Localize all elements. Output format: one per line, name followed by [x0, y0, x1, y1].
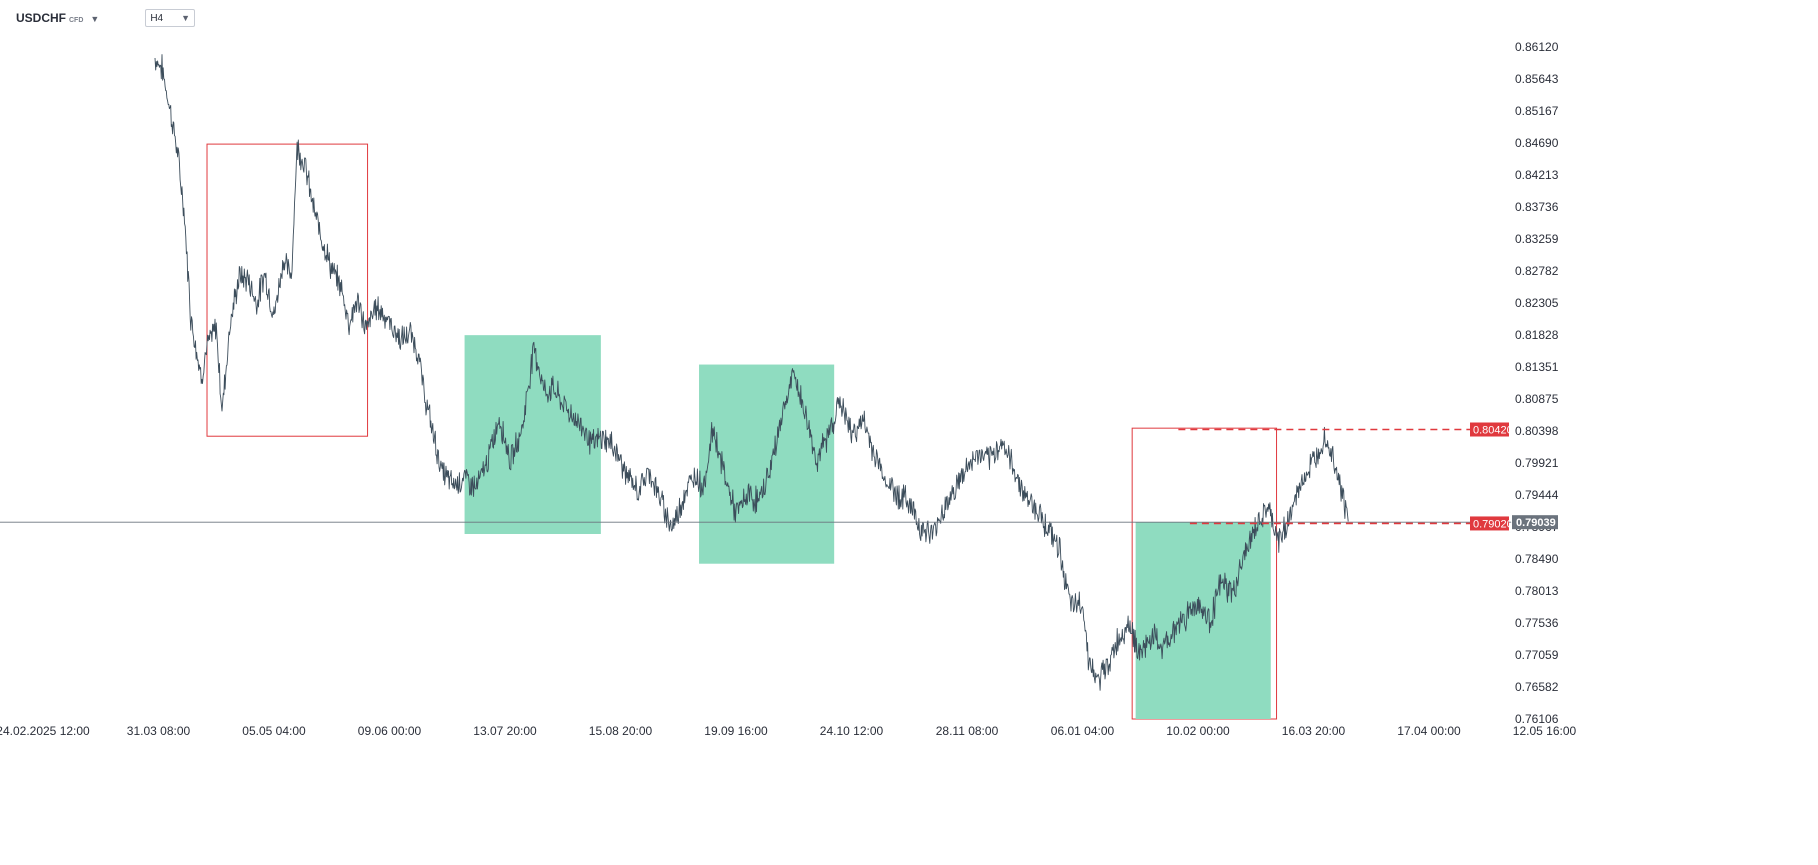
x-tick-label: 16.03 20:00 — [1282, 724, 1346, 738]
y-tick-label: 0.81351 — [1515, 360, 1559, 374]
current-price-label: 0.79039 — [1516, 517, 1556, 529]
range-zone — [464, 335, 601, 534]
x-tick-label: 24.02.2025 12:00 — [0, 724, 90, 738]
current-price-badge — [1512, 515, 1558, 530]
x-tick-label: 06.01 04:00 — [1051, 724, 1115, 738]
y-tick-label: 0.86120 — [1515, 40, 1559, 54]
y-tick-label: 0.78013 — [1515, 584, 1559, 598]
y-tick-label: 0.79921 — [1515, 456, 1559, 470]
symbol-type-badge: CFD — [69, 17, 84, 24]
level-badge — [1470, 422, 1509, 437]
x-tick-label: 28.11 08:00 — [936, 724, 999, 738]
y-tick-label: 0.85643 — [1515, 72, 1559, 86]
y-axis[interactable]: 0.86120 0.85643 0.85167 0.84690 0.84213 0.837… — [1515, 40, 1559, 726]
y-tick-label: 0.80875 — [1515, 392, 1559, 406]
y-tick-label: 0.82305 — [1515, 296, 1559, 310]
y-tick-label: 0.83736 — [1515, 200, 1559, 214]
y-tick-label: 0.83259 — [1515, 232, 1559, 246]
badges-layer: 0.80420 0.79020 0.79039 — [1470, 422, 1558, 531]
price-series-line — [154, 54, 1349, 691]
series-layer — [154, 54, 1349, 691]
x-tick-label: 13.07 20:00 — [473, 724, 537, 738]
range-zone — [699, 364, 835, 564]
zones-layer — [206, 143, 1278, 720]
y-tick-label: 0.77059 — [1515, 648, 1559, 662]
y-tick-label: 0.84213 — [1515, 168, 1559, 182]
x-tick-label: 05.05 04:00 — [242, 724, 306, 738]
x-tick-label: 12.05 16:00 — [1513, 724, 1577, 738]
x-tick-label: 19.09 16:00 — [704, 724, 768, 738]
x-tick-label: 15.08 20:00 — [589, 724, 653, 738]
y-tick-label: 0.81828 — [1515, 328, 1559, 342]
y-tick-label: 0.77536 — [1515, 616, 1559, 630]
chevron-down-icon: ▼ — [90, 14, 100, 24]
y-tick-label: 0.80398 — [1515, 424, 1559, 438]
y-tick-label: 0.76106 — [1515, 712, 1559, 726]
chart-toolbar: USDCHF CFD ▼ H4 ▼ — [12, 8, 196, 28]
x-tick-label: 17.04 00:00 — [1397, 724, 1461, 738]
symbol-selector[interactable]: USDCHF CFD ▼ — [12, 9, 103, 27]
y-tick-label: 0.84690 — [1515, 136, 1559, 150]
y-tick-label: 0.78490 — [1515, 552, 1559, 566]
x-tick-label: 31.03 08:00 — [127, 724, 191, 738]
x-tick-label: 09.06 00:00 — [358, 724, 422, 738]
chevron-down-icon: ▼ — [181, 13, 191, 23]
x-tick-label: 24.10 12:00 — [820, 724, 884, 738]
y-tick-label: 0.76582 — [1515, 680, 1559, 694]
symbol-name: USDCHF — [16, 11, 66, 25]
y-tick-label: 0.85167 — [1515, 104, 1559, 118]
level-badge-label: 0.80420 — [1473, 425, 1513, 437]
range-box — [206, 143, 369, 437]
range-zone — [1135, 522, 1271, 719]
y-tick-label: 0.82782 — [1515, 264, 1559, 278]
level-badge-label: 0.79020 — [1473, 518, 1513, 530]
levels-layer — [1178, 428, 1470, 525]
timeframe-value: H4 — [150, 12, 164, 24]
level-badge — [1470, 516, 1509, 531]
y-tick-label: 0.79444 — [1515, 488, 1559, 502]
timeframe-select[interactable]: H4 ▼ — [145, 9, 196, 27]
x-tick-label: 10.02 00:00 — [1166, 724, 1230, 738]
x-axis[interactable]: 24.02.2025 12:00 31.03 08:00 05.05 04:00 09… — [0, 724, 1577, 738]
